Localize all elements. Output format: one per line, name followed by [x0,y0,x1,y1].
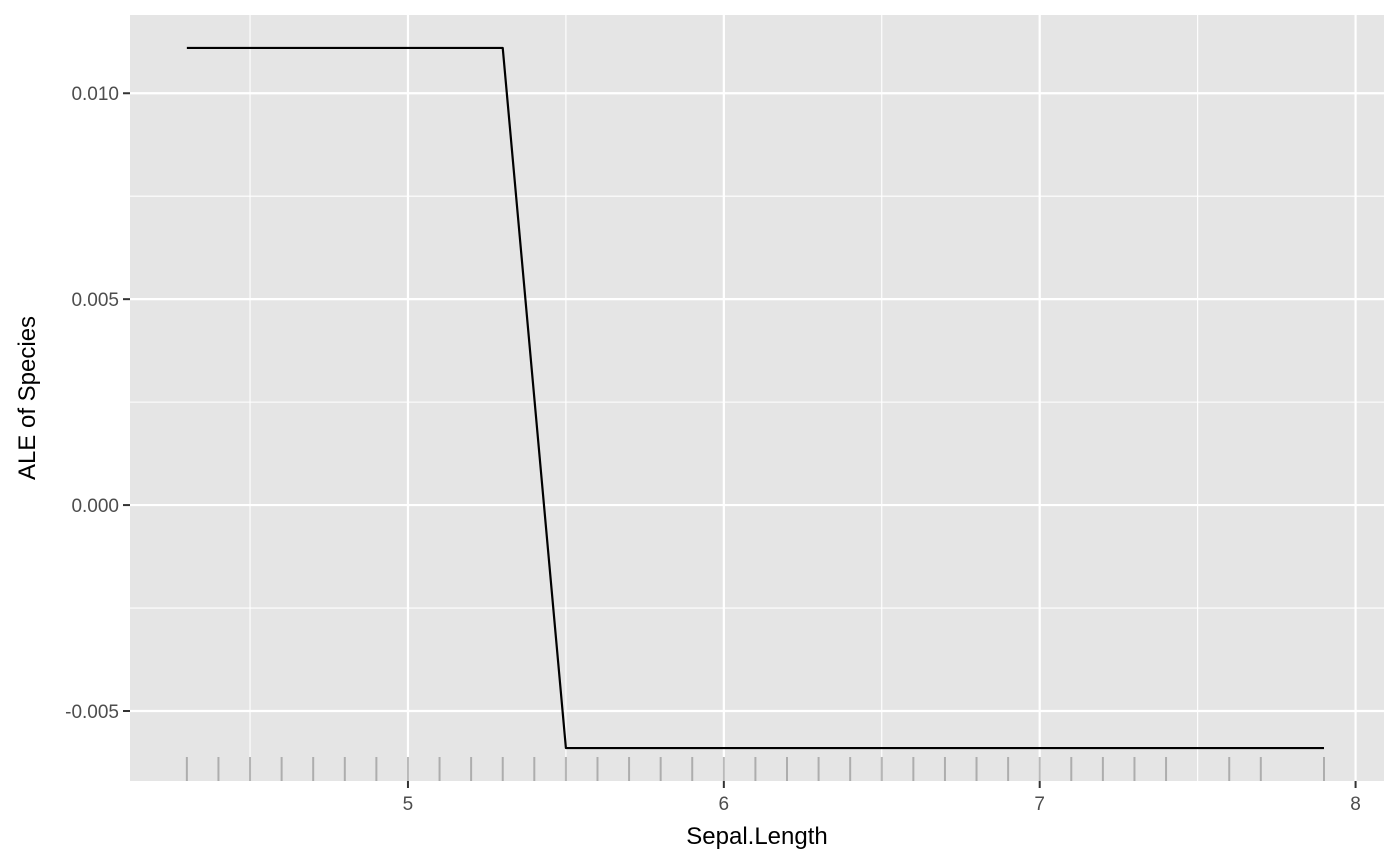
x-axis: 5 6 7 8 [403,781,1361,815]
y-axis: -0.005 0.000 0.005 0.010 [65,84,130,723]
y-tick-label: 0.010 [71,84,119,105]
x-tick-label: 8 [1350,794,1361,815]
plot-panel [130,15,1384,781]
x-tick-label: 7 [1034,794,1045,815]
x-axis-title: Sepal.Length [686,823,827,850]
x-tick-label: 6 [719,794,730,815]
y-tick-label: 0.000 [71,496,119,517]
y-tick-label: 0.005 [71,290,119,311]
y-tick-label: -0.005 [65,702,119,723]
series-layer [186,46,1324,750]
x-tick-label: 5 [403,794,414,815]
rug-marks [185,757,1325,781]
y-axis-title: ALE of Species [14,316,41,480]
grid-major [130,15,1384,781]
grid-minor [130,15,1384,781]
ale-line [186,46,1324,750]
